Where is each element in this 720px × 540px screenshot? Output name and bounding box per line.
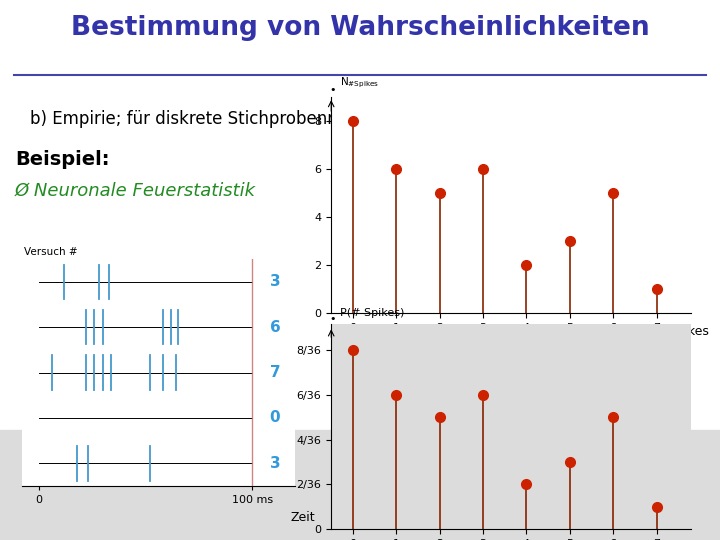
Text: 7: 7 — [269, 365, 280, 380]
Text: 0: 0 — [269, 410, 280, 426]
Text: Zeit: Zeit — [291, 511, 315, 524]
Text: Beispiel:: Beispiel: — [15, 150, 109, 169]
Text: •: • — [329, 314, 336, 324]
Text: Versuch #: Versuch # — [24, 247, 77, 257]
Text: Ø Neuronale Feuerstatistik: Ø Neuronale Feuerstatistik — [15, 182, 256, 200]
Text: # Spikes: # Spikes — [654, 325, 708, 338]
Text: 3: 3 — [269, 456, 280, 471]
Text: Bestimmung von Wahrscheinlichkeiten: Bestimmung von Wahrscheinlichkeiten — [71, 15, 649, 42]
Bar — [0, 430, 720, 540]
Text: b) Empirie; für diskrete Stichprobenräume: b) Empirie; für diskrete Stichprobenräum… — [30, 110, 382, 128]
Text: 3: 3 — [269, 274, 280, 289]
Text: 6: 6 — [269, 320, 280, 335]
Text: P(# Spikes): P(# Spikes) — [340, 308, 404, 318]
Text: •: • — [329, 85, 336, 95]
Text: N$_{\mathsf{\# Spikes}}$: N$_{\mathsf{\# Spikes}}$ — [340, 76, 379, 90]
